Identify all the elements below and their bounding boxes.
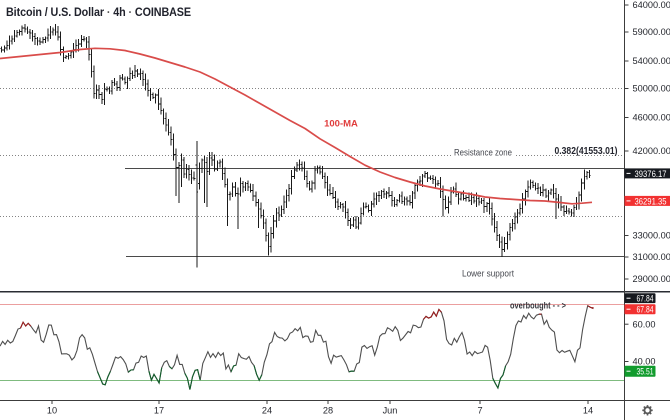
svg-text:50000.00: 50000.00 (633, 84, 670, 94)
svg-text:14: 14 (583, 406, 593, 416)
svg-text:42000.00: 42000.00 (633, 146, 670, 156)
svg-text:60.00: 60.00 (633, 319, 656, 329)
svg-text:54000.00: 54000.00 (633, 56, 670, 66)
svg-text:40.00: 40.00 (633, 357, 656, 367)
svg-text:24: 24 (262, 406, 272, 416)
svg-text:Resistance zone: Resistance zone (454, 148, 512, 158)
svg-text:31000.00: 31000.00 (633, 252, 670, 262)
svg-text:17: 17 (154, 406, 164, 416)
svg-text:28: 28 (323, 406, 333, 416)
svg-text:29000.00: 29000.00 (633, 274, 670, 284)
svg-text:33000.00: 33000.00 (633, 231, 670, 241)
svg-text:Lower support: Lower support (462, 269, 514, 279)
svg-text:39376.17: 39376.17 (635, 169, 667, 179)
svg-text:67.84: 67.84 (637, 305, 654, 315)
svg-text:Jun: Jun (383, 406, 398, 416)
svg-text:64000.00: 64000.00 (633, 0, 670, 10)
svg-text:67.84: 67.84 (637, 294, 654, 304)
svg-text:35.51: 35.51 (637, 367, 654, 377)
svg-text:100-MA: 100-MA (324, 119, 358, 130)
svg-text:59000.00: 59000.00 (633, 27, 670, 37)
svg-text:36291.35: 36291.35 (635, 196, 667, 206)
svg-text:7: 7 (477, 406, 482, 416)
svg-text:10: 10 (47, 406, 57, 416)
svg-text:overbought - - >: overbought - - > (510, 301, 566, 311)
svg-text:46000.00: 46000.00 (633, 113, 670, 123)
svg-text:0.382(41553.01): 0.382(41553.01) (555, 146, 618, 157)
svg-text:Bitcoin / U.S. Dollar · 4h · C: Bitcoin / U.S. Dollar · 4h · COINBASE (6, 7, 191, 19)
